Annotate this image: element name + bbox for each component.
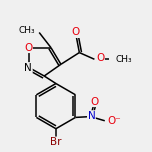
Text: N: N	[88, 111, 95, 121]
Text: O: O	[91, 97, 99, 107]
Text: CH₃: CH₃	[115, 55, 132, 64]
Text: N: N	[24, 63, 32, 73]
Text: O: O	[96, 54, 104, 63]
Text: O: O	[24, 43, 32, 53]
Text: O⁻: O⁻	[107, 116, 121, 126]
Text: CH₃: CH₃	[18, 26, 35, 35]
Text: Br: Br	[50, 137, 62, 147]
Text: O: O	[72, 28, 80, 38]
